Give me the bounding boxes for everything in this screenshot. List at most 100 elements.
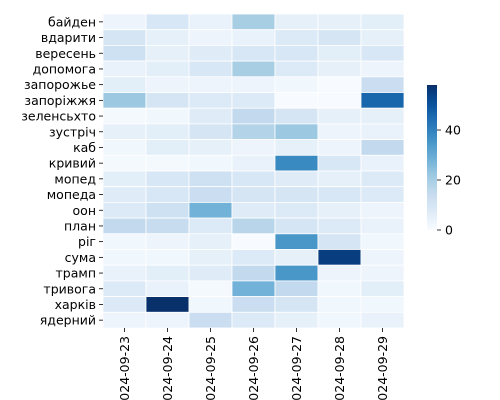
heatmap-cell bbox=[231, 76, 276, 93]
heatmap-cell bbox=[317, 45, 362, 62]
heatmap-cell bbox=[360, 186, 405, 203]
heatmap-cell bbox=[274, 154, 319, 172]
heatmap-cell bbox=[102, 13, 147, 31]
y-tick-label: мопед bbox=[54, 171, 96, 186]
y-tick-label: вдарити bbox=[41, 30, 96, 45]
heatmap-cell bbox=[188, 154, 233, 172]
heatmap-cell bbox=[145, 60, 190, 78]
heatmap-cell bbox=[145, 123, 190, 141]
x-tick-label: 2024-09-25 bbox=[203, 336, 218, 400]
heatmap-cell bbox=[360, 154, 405, 172]
heatmap-cell bbox=[102, 186, 147, 203]
heatmap-cell bbox=[231, 280, 276, 297]
heatmap-cell bbox=[188, 217, 233, 235]
heatmap-cell bbox=[360, 92, 405, 109]
heatmap-cell bbox=[317, 92, 362, 109]
heatmap-cell bbox=[145, 45, 190, 62]
heatmap-cell bbox=[188, 123, 233, 141]
heatmap-cell bbox=[317, 280, 362, 297]
x-tick-label: 2024-09-23 bbox=[117, 336, 132, 400]
heatmap-cell bbox=[102, 217, 147, 235]
heatmap-cell bbox=[360, 170, 405, 188]
heatmap-cell bbox=[274, 45, 319, 62]
heatmap-cell bbox=[231, 186, 276, 203]
heatmap-cell bbox=[231, 139, 276, 156]
heatmap-cell bbox=[231, 29, 276, 46]
heatmap-cell bbox=[102, 107, 147, 125]
heatmap-cell bbox=[360, 311, 405, 329]
heatmap-cell bbox=[145, 249, 190, 266]
heatmap-cell bbox=[274, 170, 319, 188]
heatmap-cell bbox=[231, 13, 276, 31]
heatmap-cell bbox=[274, 280, 319, 297]
heatmap-cell bbox=[102, 264, 147, 282]
heatmap-cell bbox=[102, 60, 147, 78]
x-tick-label: 2024-09-27 bbox=[289, 336, 304, 400]
heatmap-cell bbox=[360, 217, 405, 235]
heatmap-cell bbox=[317, 139, 362, 156]
heatmap-cell bbox=[274, 217, 319, 235]
heatmap-cell bbox=[102, 311, 147, 329]
heatmap-cell bbox=[231, 170, 276, 188]
heatmap-cell bbox=[145, 107, 190, 125]
heatmap-cell bbox=[102, 201, 147, 219]
heatmap-cell bbox=[317, 76, 362, 93]
heatmap-cell bbox=[145, 92, 190, 109]
colorbar-tick-label: 40 bbox=[445, 123, 461, 138]
heatmap-cell bbox=[360, 76, 405, 93]
heatmap-cell bbox=[274, 13, 319, 31]
heatmap-cell bbox=[188, 13, 233, 31]
heatmap-cell bbox=[145, 170, 190, 188]
heatmap-cell bbox=[231, 296, 276, 313]
heatmap-cell bbox=[188, 45, 233, 62]
x-tick-labels: 2024-09-23 2024-09-24 2024-09-25 2024-09-26… bbox=[117, 328, 390, 400]
heatmap-cell bbox=[317, 233, 362, 250]
heatmap-cell bbox=[360, 29, 405, 46]
y-tick-label: зеленсьхто bbox=[21, 109, 96, 124]
heatmap-cell bbox=[360, 107, 405, 125]
heatmap-cell bbox=[360, 60, 405, 78]
heatmap-cell bbox=[102, 154, 147, 172]
heatmap-cell bbox=[102, 139, 147, 156]
heatmap-cell bbox=[360, 45, 405, 62]
heatmap-cell bbox=[145, 154, 190, 172]
y-tick-label: байден bbox=[48, 14, 96, 29]
heatmap-cell bbox=[360, 123, 405, 141]
heatmap-cell bbox=[317, 264, 362, 282]
heatmap-cell bbox=[145, 296, 190, 313]
heatmap-cell bbox=[274, 296, 319, 313]
heatmap-cell bbox=[188, 76, 233, 93]
y-tick-label: допомога bbox=[33, 61, 96, 76]
heatmap-cell bbox=[188, 186, 233, 203]
heatmap-cell bbox=[274, 201, 319, 219]
heatmap-cell bbox=[231, 264, 276, 282]
heatmap-cell bbox=[317, 29, 362, 46]
heatmap-cell bbox=[274, 249, 319, 266]
heatmap-cell bbox=[188, 296, 233, 313]
heatmap-cell bbox=[188, 249, 233, 266]
heatmap-cell bbox=[102, 76, 147, 93]
heatmap-cell bbox=[102, 249, 147, 266]
heatmap-cell bbox=[188, 92, 233, 109]
heatmap-cell bbox=[231, 233, 276, 250]
heatmap-cell bbox=[188, 201, 233, 219]
heatmap-cell bbox=[145, 217, 190, 235]
heatmap-cell bbox=[231, 249, 276, 266]
heatmap-cell bbox=[274, 107, 319, 125]
heatmap-cell bbox=[102, 280, 147, 297]
heatmap-cell bbox=[360, 264, 405, 282]
heatmap-cell bbox=[145, 76, 190, 93]
heatmap-cell bbox=[145, 139, 190, 156]
heatmap-cell bbox=[188, 280, 233, 297]
y-tick-label: ріг bbox=[78, 234, 96, 249]
y-tick-label: план bbox=[64, 218, 96, 233]
heatmap-cell bbox=[274, 123, 319, 141]
heatmap-cell bbox=[231, 45, 276, 62]
heatmap-cell bbox=[231, 311, 276, 329]
heatmap-cell bbox=[274, 186, 319, 203]
x-tick-label: 2024-09-24 bbox=[160, 336, 175, 400]
heatmap-cell bbox=[188, 264, 233, 282]
heatmap-cell bbox=[274, 233, 319, 250]
heatmap-cell bbox=[102, 92, 147, 109]
